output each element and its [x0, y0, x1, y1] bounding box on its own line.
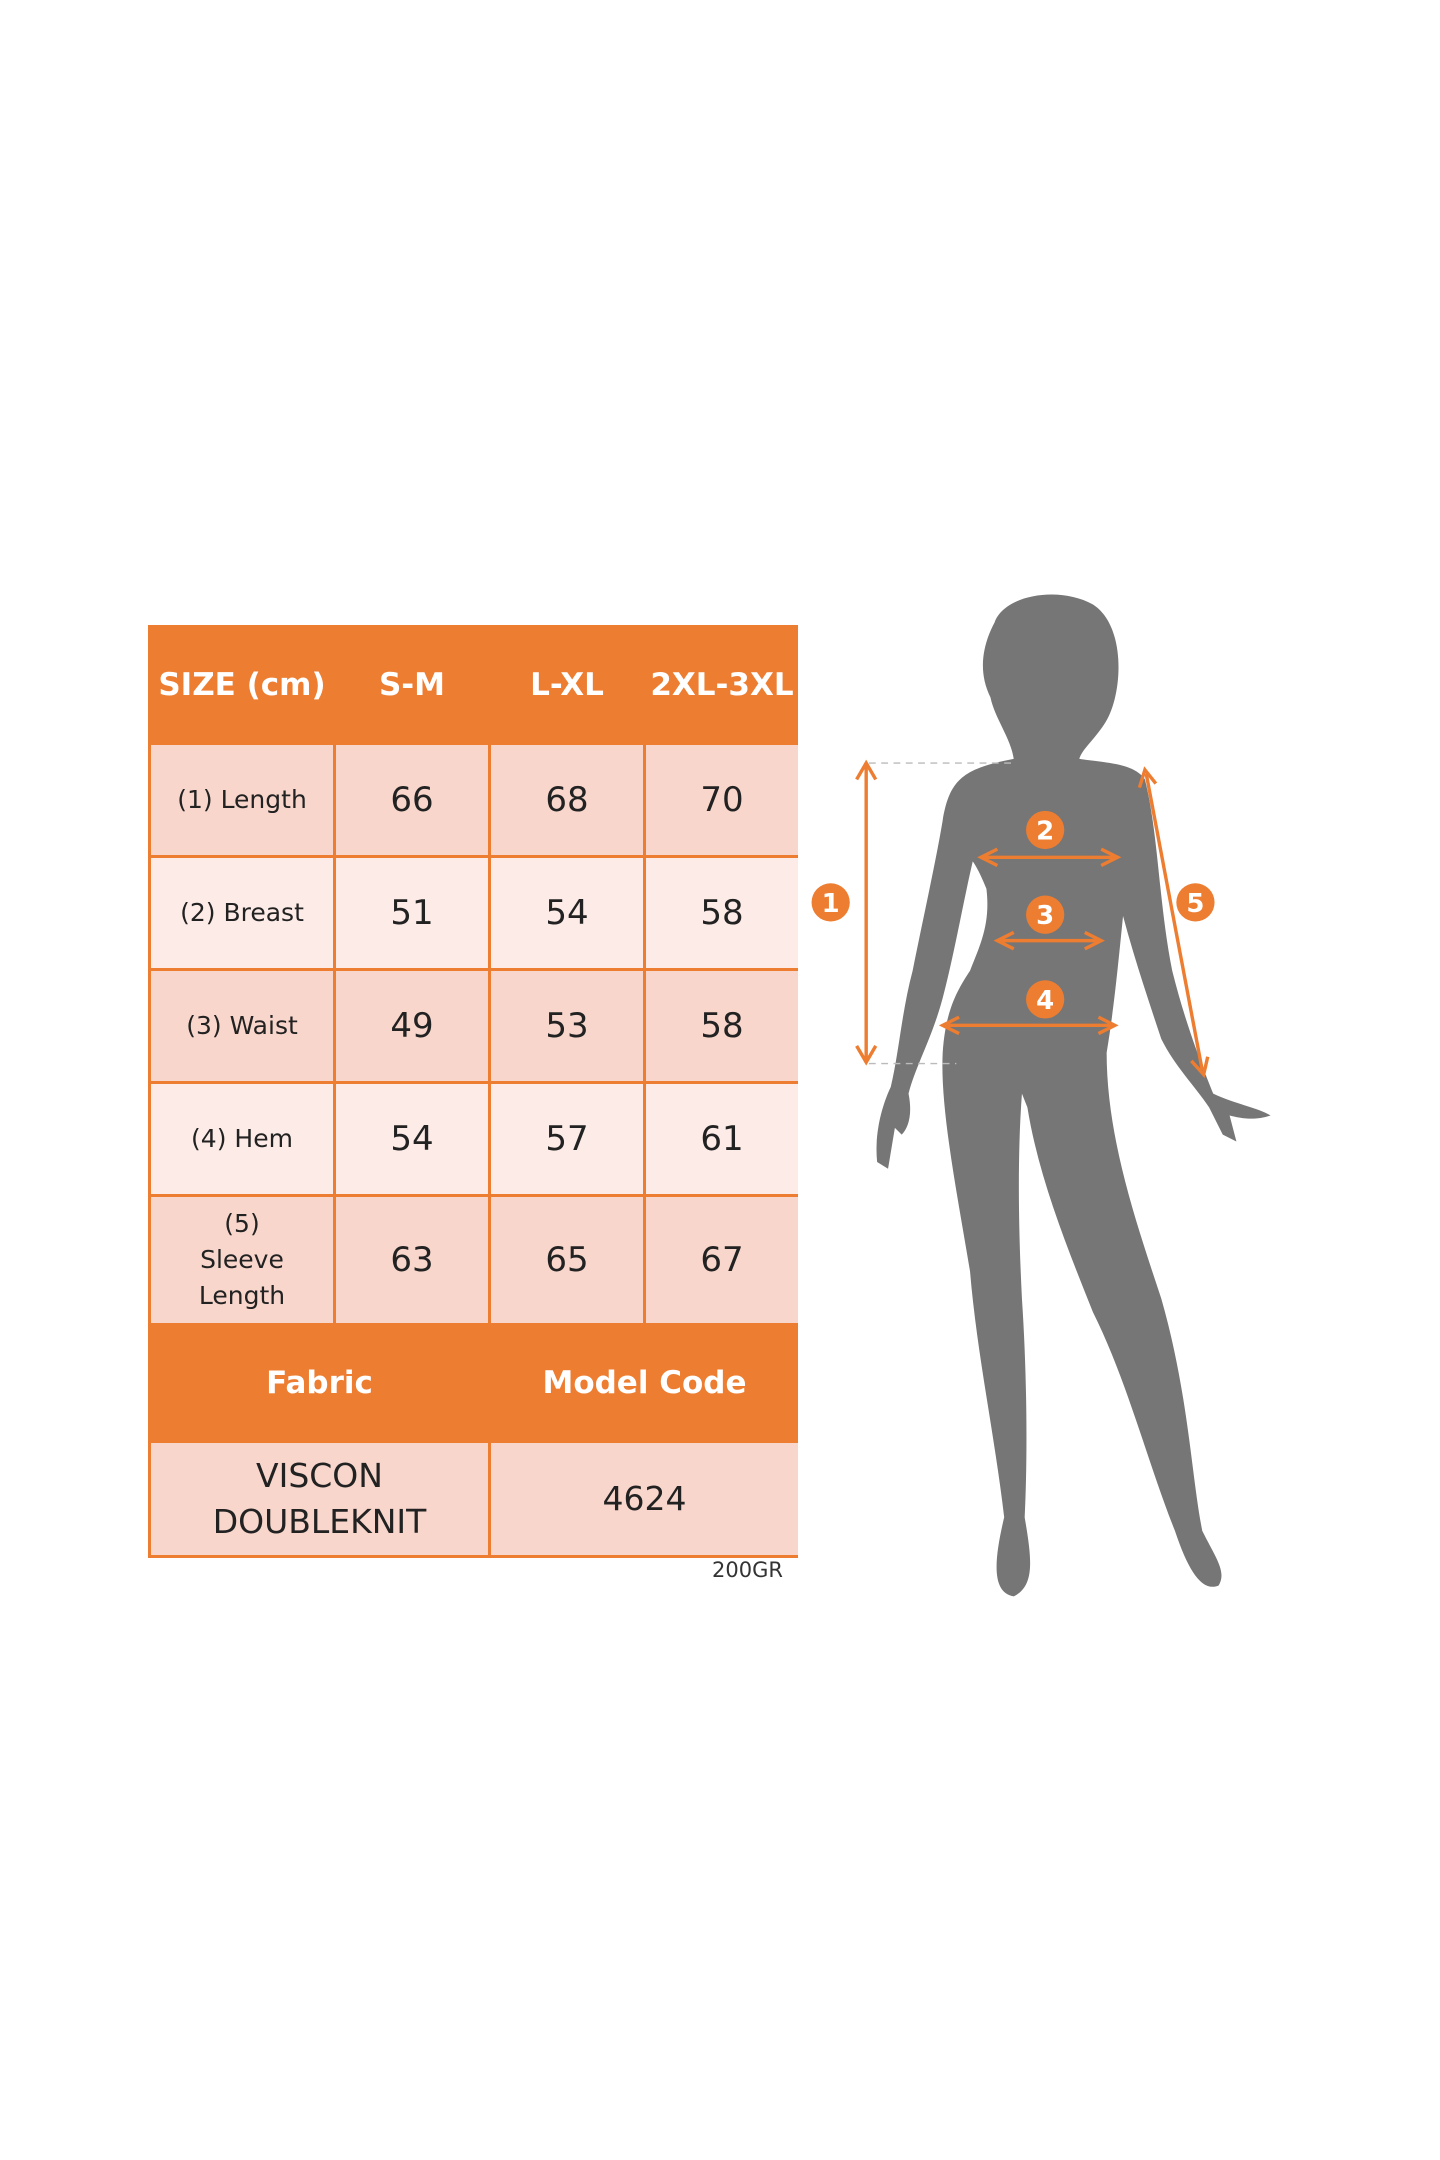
- weight-note: 200GR: [712, 1558, 783, 1582]
- cell-value: 70: [646, 745, 798, 855]
- cell-value: 58: [646, 971, 798, 1081]
- cell-value: 51: [336, 858, 488, 968]
- model-code-value: 4624: [491, 1443, 798, 1555]
- header-2xl-3xl: 2XL-3XL: [646, 628, 798, 742]
- cell-value: 65: [491, 1197, 643, 1323]
- row-label: (4) Hem: [151, 1084, 333, 1194]
- cell-value: 67: [646, 1197, 798, 1323]
- row-label: (3) Waist: [151, 971, 333, 1081]
- cell-value: 68: [491, 745, 643, 855]
- marker-3: 3: [1036, 901, 1054, 931]
- cell-value: 58: [646, 858, 798, 968]
- row-label: (2) Breast: [151, 858, 333, 968]
- measurement-arrows: [855, 759, 1210, 1079]
- header-s-m: S-M: [336, 628, 488, 742]
- cell-value: 53: [491, 971, 643, 1081]
- cell-value: 57: [491, 1084, 643, 1194]
- marker-4: 4: [1036, 986, 1054, 1016]
- marker-1: 1: [822, 889, 840, 919]
- size-chart-table: SIZE (cm) S-M L-XL 2XL-3XL (1) Length 66…: [148, 625, 798, 1558]
- header-model-code: Model Code: [491, 1326, 798, 1440]
- header-size: SIZE (cm): [151, 628, 333, 742]
- header-fabric: Fabric: [151, 1326, 488, 1440]
- cell-value: 54: [491, 858, 643, 968]
- row-label: (5) Sleeve Length: [151, 1197, 333, 1323]
- header-l-xl: L-XL: [491, 628, 643, 742]
- cell-value: 49: [336, 971, 488, 1081]
- row-label: (1) Length: [151, 745, 333, 855]
- cell-value: 63: [336, 1197, 488, 1323]
- woman-silhouette: [876, 594, 1271, 1597]
- fabric-value: VISCON DOUBLEKNIT: [151, 1443, 488, 1555]
- measurement-markers: 1 2 3 4 5: [811, 810, 1215, 1019]
- marker-2: 2: [1036, 817, 1054, 847]
- marker-5: 5: [1186, 889, 1204, 919]
- cell-value: 54: [336, 1084, 488, 1194]
- cell-value: 61: [646, 1084, 798, 1194]
- cell-value: 66: [336, 745, 488, 855]
